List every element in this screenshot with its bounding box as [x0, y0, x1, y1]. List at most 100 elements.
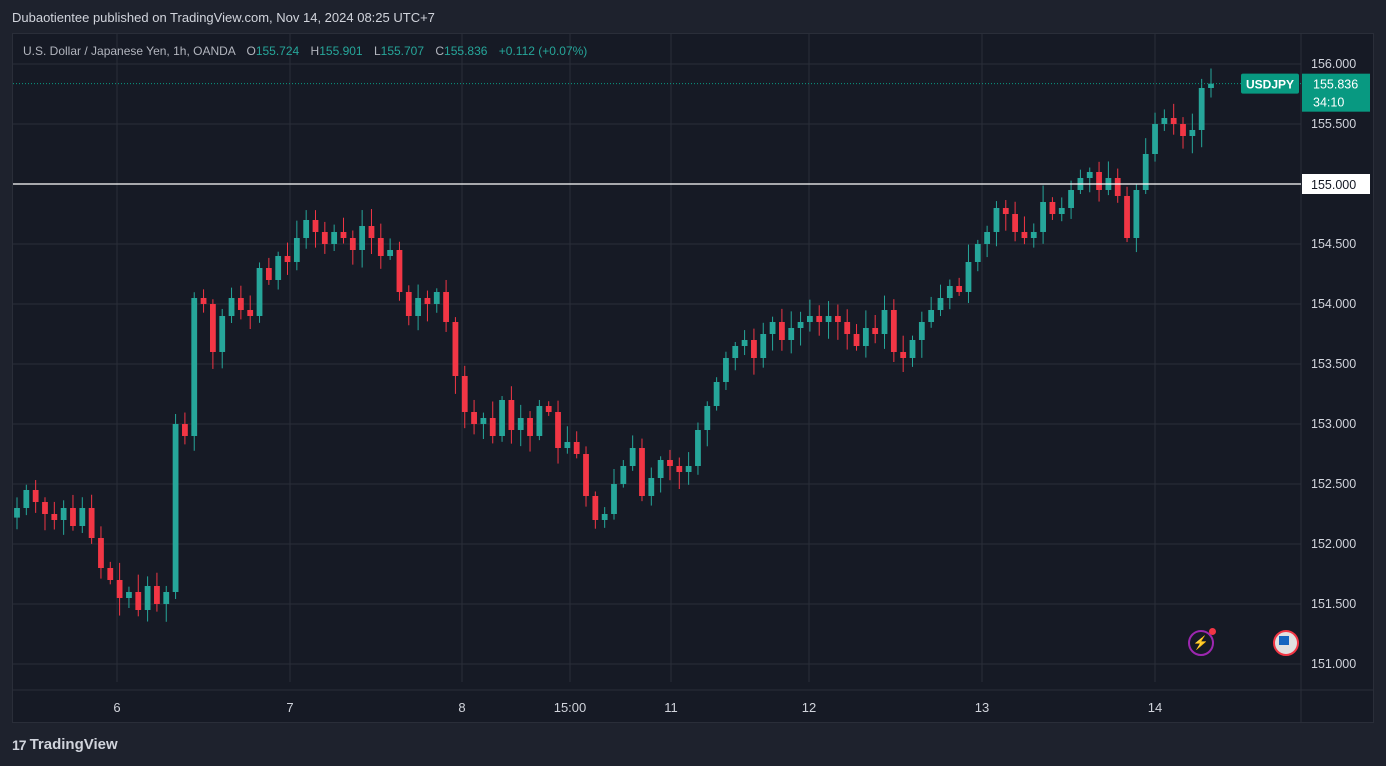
candle-body	[405, 292, 412, 316]
candle-body	[415, 298, 422, 316]
symbol-legend: U.S. Dollar / Japanese Yen, 1h, OANDA O1…	[23, 44, 587, 58]
candle-body	[918, 322, 925, 340]
candle-body	[508, 400, 515, 430]
candle-body	[163, 592, 170, 604]
candle-body	[144, 586, 151, 610]
candle-body	[723, 358, 729, 382]
candle-body	[1058, 208, 1065, 214]
candle-body	[303, 220, 310, 238]
candle-body	[564, 442, 571, 448]
x-tick-label: 7	[286, 700, 293, 715]
candle-body	[974, 244, 981, 262]
candle-body	[1124, 196, 1130, 238]
candle-body	[853, 334, 860, 346]
tradingview-logo[interactable]: 17 TradingView	[12, 736, 118, 753]
candle-body	[844, 322, 851, 334]
candle-body	[60, 508, 67, 520]
candle-body	[536, 406, 543, 436]
candle-body	[70, 508, 76, 526]
chart-panel[interactable]: 156.000 155.500 155.000 154.500 154.000 153.5…	[12, 33, 1374, 723]
countdown-label: 34:10	[1313, 96, 1344, 110]
candle-body	[1142, 154, 1149, 190]
candle-body	[32, 490, 39, 502]
candle-body	[769, 322, 776, 334]
us-flag-icon[interactable]	[1273, 630, 1299, 656]
candle-body	[648, 478, 655, 496]
candle-body	[545, 406, 552, 412]
candle-body	[862, 328, 869, 346]
x-tick-label: 6	[113, 700, 120, 715]
y-tick-label: 151.500	[1311, 597, 1356, 611]
candle-body	[928, 310, 935, 322]
candle-body	[890, 310, 897, 352]
candle-body	[1114, 178, 1121, 196]
candle-body	[349, 238, 356, 250]
candle-body	[695, 430, 701, 466]
candle-body	[265, 268, 272, 280]
candle-body	[368, 226, 375, 238]
candle-body	[331, 232, 338, 244]
low-value: 155.707	[380, 44, 425, 58]
candle-body	[79, 508, 86, 526]
candle-body	[657, 460, 664, 478]
candle-body	[881, 310, 888, 334]
candle-body	[312, 220, 319, 232]
candle-body	[555, 412, 561, 448]
symbol-tag	[1241, 73, 1299, 94]
candle-body	[685, 466, 692, 472]
candle-body	[779, 322, 785, 340]
y-tick-label: 153.000	[1311, 417, 1356, 431]
candle-body	[1152, 124, 1158, 154]
candle-body	[1198, 88, 1205, 130]
high-value: 155.901	[319, 44, 363, 58]
candle-body	[629, 448, 636, 466]
candle-body	[741, 340, 748, 346]
candle-body	[116, 580, 123, 598]
candle-body	[825, 316, 832, 322]
lightning-icon[interactable]: ⚡	[1188, 628, 1216, 656]
candle-body	[583, 454, 589, 496]
candlestick-chart[interactable]: 156.000 155.500 155.000 154.500 154.000 153.5…	[13, 34, 1374, 723]
change-value: +0.112 (+0.07%)	[498, 44, 588, 58]
candle-body	[443, 292, 449, 322]
candle-body	[993, 208, 1000, 232]
candle-body	[611, 484, 617, 514]
candle-body	[452, 322, 459, 376]
close-value: 155.836	[444, 44, 488, 58]
candle-body	[1086, 172, 1093, 178]
y-tick-label: 155.500	[1311, 117, 1356, 131]
current-price-tag	[1302, 73, 1370, 112]
level-price-tag	[1302, 174, 1370, 194]
candle-body	[172, 424, 179, 592]
candle-body	[1002, 208, 1009, 214]
candle-body	[639, 448, 645, 496]
candle-body	[965, 262, 972, 292]
candle-body	[704, 406, 711, 430]
open-value: 155.724	[255, 44, 300, 58]
candle-body	[42, 502, 48, 514]
candle-body	[667, 460, 673, 466]
candle-body	[387, 250, 394, 256]
candle-body	[1208, 83, 1214, 88]
x-tick-label: 12	[802, 700, 816, 715]
low-label: L	[373, 44, 381, 58]
y-tick-label: 154.500	[1311, 237, 1356, 251]
candle-body	[396, 250, 403, 292]
candle-body	[573, 442, 580, 454]
candle-body	[713, 382, 720, 406]
y-tick-label: 152.000	[1311, 537, 1356, 551]
candle-body	[461, 376, 468, 412]
candle-body	[340, 232, 347, 238]
close-label: C	[435, 44, 445, 58]
candle-body	[424, 298, 431, 304]
candle-body	[900, 352, 907, 358]
candle-body	[471, 412, 477, 424]
candle-body	[359, 226, 366, 250]
candle-body	[219, 316, 226, 352]
tradingview-logo-icon: 17	[12, 736, 27, 753]
candle-body	[1096, 172, 1102, 190]
candle-body	[23, 490, 30, 508]
candle-body	[293, 238, 300, 262]
y-tick-label: 152.500	[1311, 477, 1356, 491]
candle-body	[480, 418, 487, 424]
